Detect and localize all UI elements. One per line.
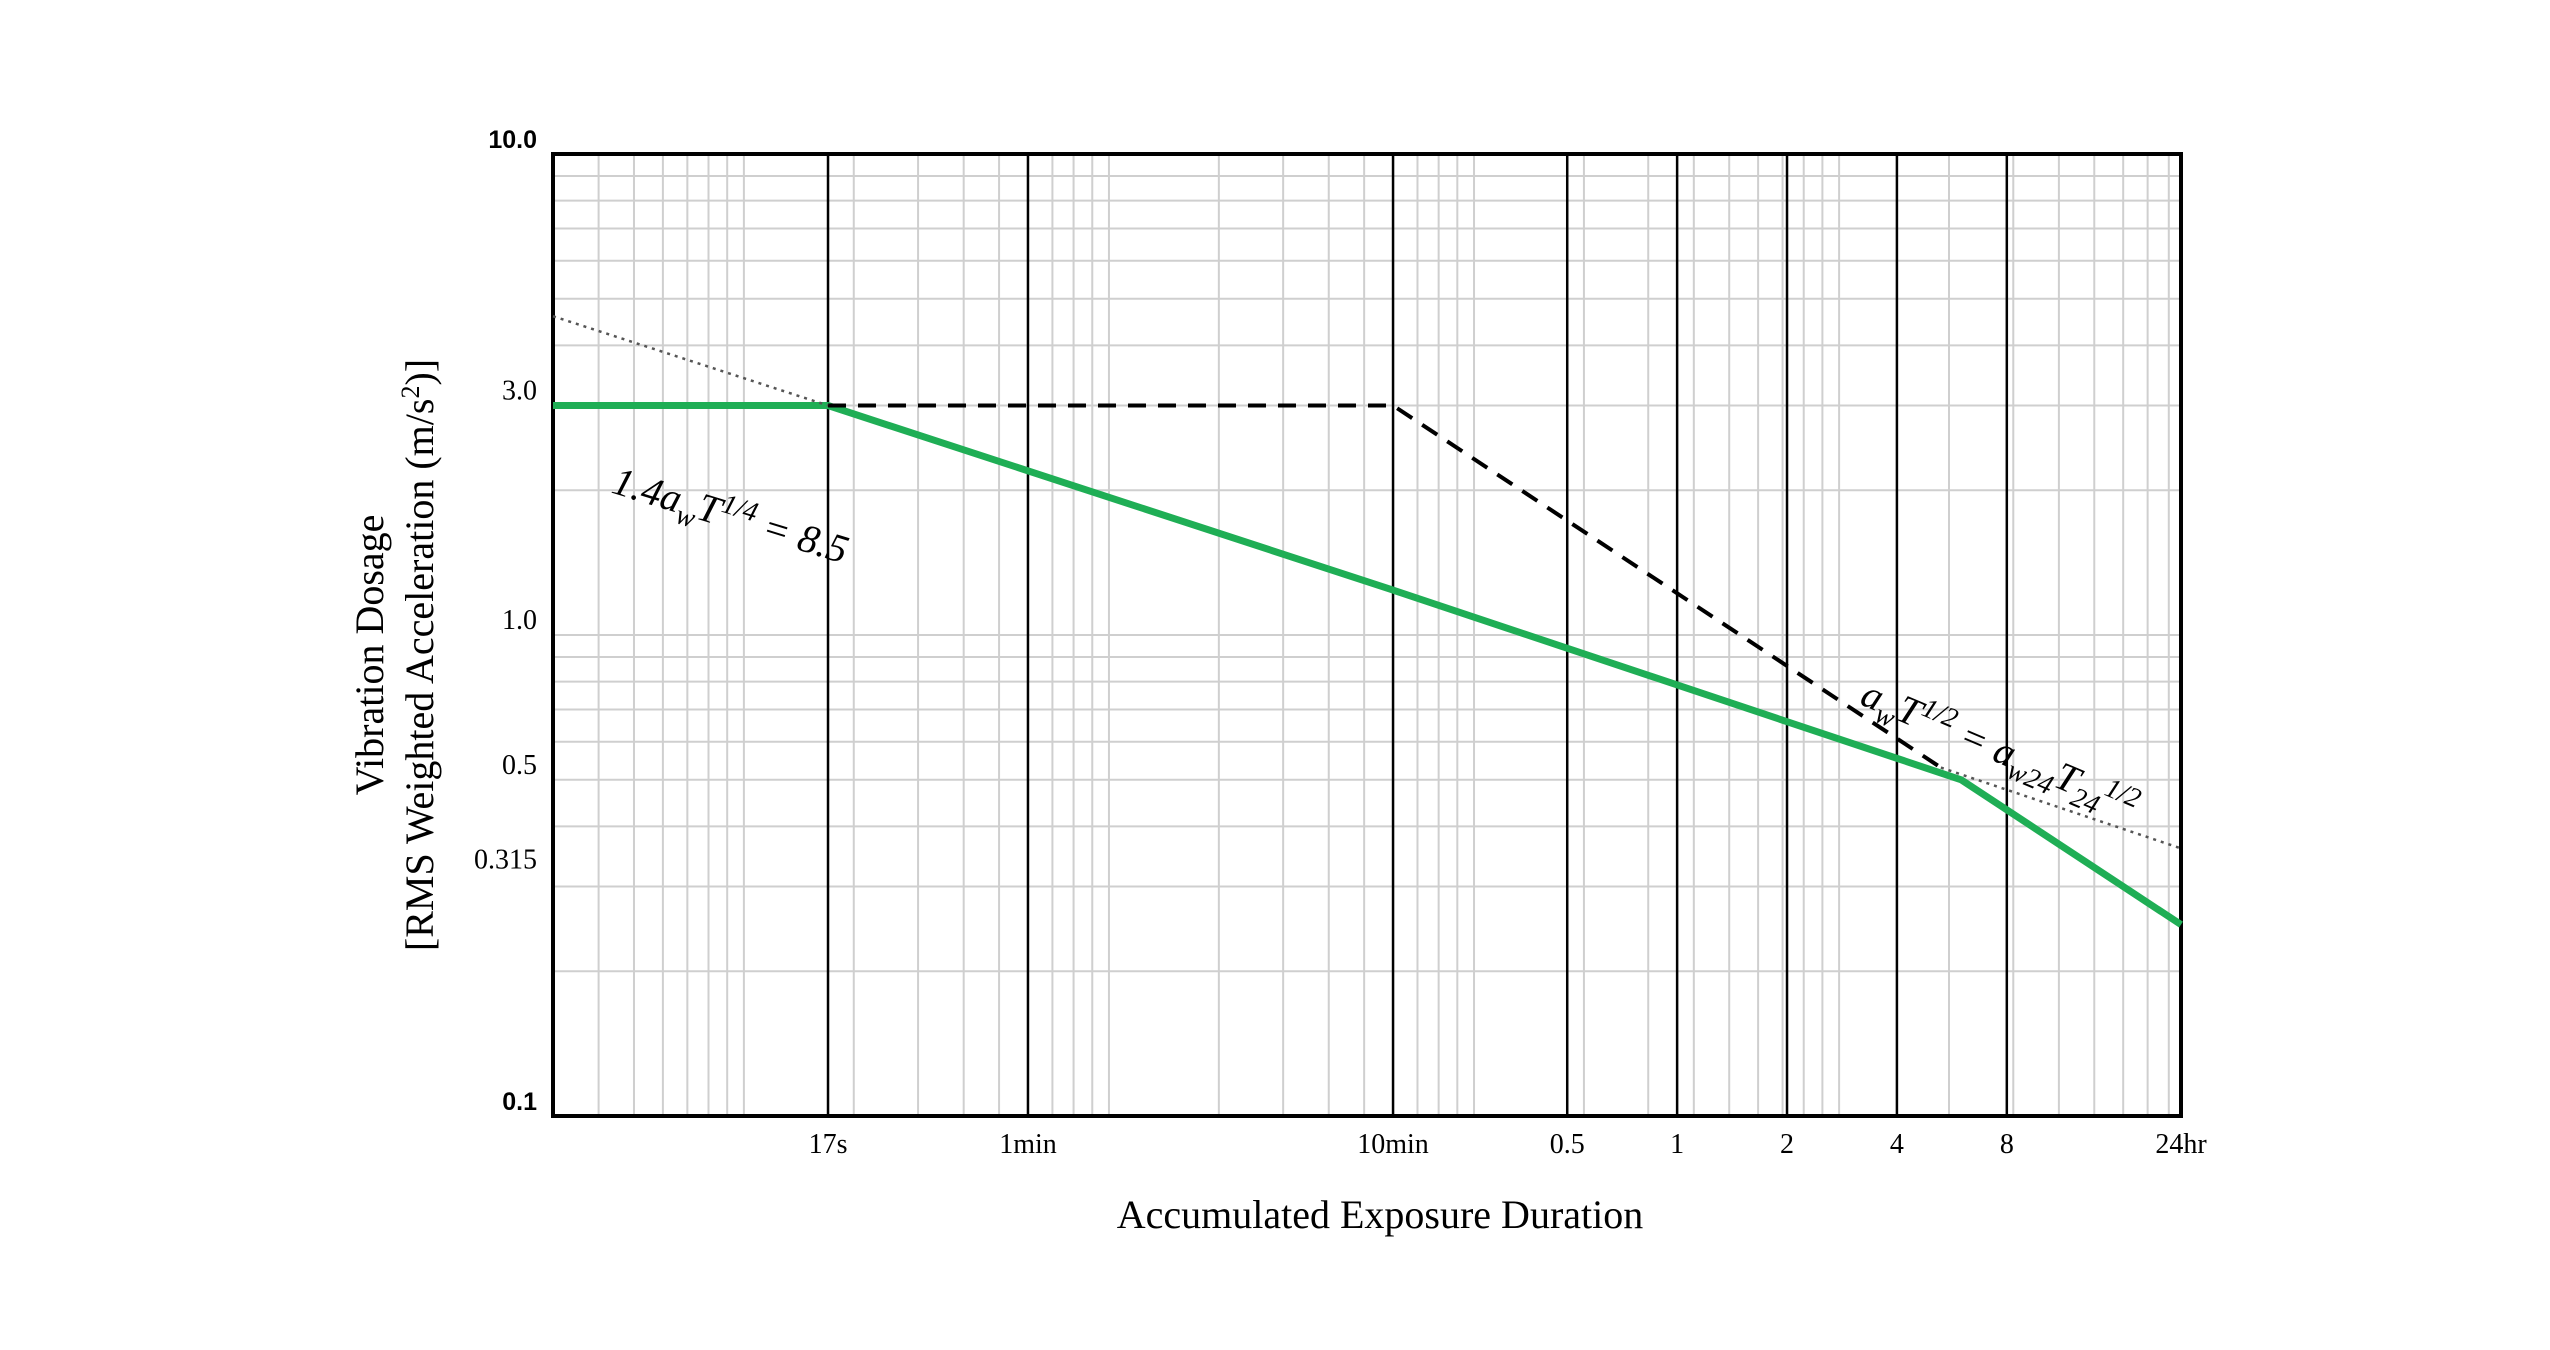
series-line-dashed-1 [828, 403, 1943, 770]
y-tick-label-0: 10.0 [488, 126, 537, 154]
x-tick-label-3: 0.5 [1550, 1129, 1585, 1160]
y-axis-title-prefix: [RMS Weighted Acceleration (m/s [397, 399, 442, 952]
y-tick-label-4: 0.315 [474, 844, 537, 875]
y-tick-label-5: 0.1 [502, 1088, 537, 1116]
x-tick-label-2: 10min [1357, 1129, 1429, 1160]
series-line-solid-0 [553, 402, 2183, 928]
x-tick-labels: 17s 1min 10min 0.5 1 2 4 8 24hr [809, 1129, 2208, 1160]
y-axis-title-suffix: )] [397, 359, 442, 386]
x-tick-label-1: 1min [999, 1129, 1057, 1160]
formula-1-text: 1.4awT1/4 = 8.5 [605, 456, 854, 580]
series-line-dotted-3 [1940, 766, 2182, 850]
x-axis-title: Accumulated Exposure Duration [1117, 1192, 1644, 1237]
y-tick-label-2: 1.0 [502, 605, 537, 636]
plot-frame [551, 152, 2183, 1118]
y-axis-title-line1: Vibration Dosage [347, 515, 392, 796]
x-tick-label-6: 4 [1890, 1129, 1904, 1160]
y-axis-title-sup: 2 [396, 386, 425, 399]
formula-1-tail: = 8.5 [748, 501, 854, 572]
formula-2-sup2: 1/2 [2100, 772, 2145, 815]
formula-1-base: 1.4a [607, 458, 687, 521]
x-tick-label-4: 1 [1670, 1129, 1684, 1160]
y-tick-label-1: 3.0 [502, 376, 537, 407]
y-tick-label-3: 0.5 [502, 750, 537, 781]
formula-annotation-1: 1.4awT1/4 = 8.5 [605, 456, 854, 580]
series-line-dotted-2 [552, 315, 829, 407]
y-tick-labels: 10.0 3.0 1.0 0.5 0.315 0.1 [474, 126, 537, 1116]
minor-grid [553, 154, 2181, 1116]
x-tick-label-0: 17s [809, 1129, 848, 1160]
y-axis-title: Vibration Dosage [RMS Weighted Accelerat… [347, 359, 442, 951]
y-axis-title-line2: [RMS Weighted Acceleration (m/s2)] [396, 359, 443, 951]
x-tick-label-5: 2 [1780, 1129, 1794, 1160]
x-tick-label-7: 8 [2000, 1129, 2014, 1160]
formula-2-sub2: w24 [2003, 755, 2058, 802]
series-layer [552, 315, 2183, 928]
x-tick-label-8: 24hr [2155, 1129, 2207, 1160]
major-grid [826, 154, 2183, 1116]
